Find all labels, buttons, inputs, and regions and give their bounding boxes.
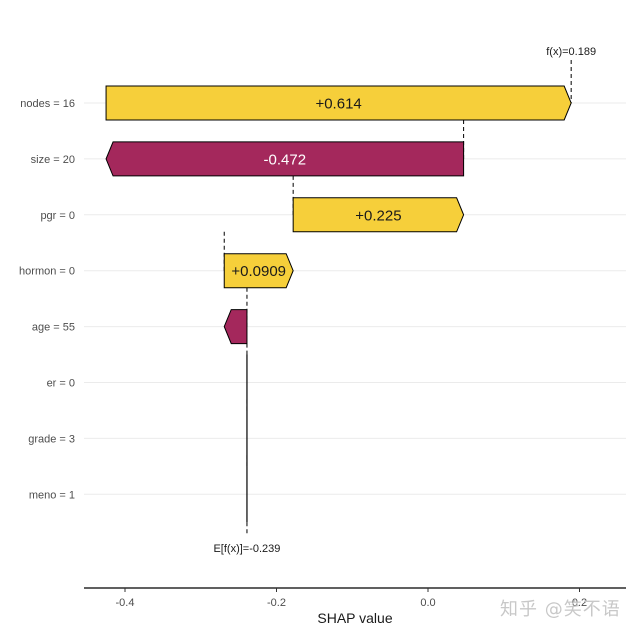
feature-label: pgr = 0: [40, 210, 75, 222]
feature-labels: nodes = 16 size = 20 pgr = 0 hormon = 0 age …: [19, 98, 75, 501]
feature-label: nodes = 16: [20, 98, 75, 110]
positive-bar: [292, 197, 465, 233]
x-tick-label: -0.4: [116, 597, 135, 609]
bar-value-label: +0.614: [315, 96, 361, 113]
x-tick-label: 0.2: [572, 597, 587, 609]
bars: +0.614 -0.472 +0.225 +0.0909: [105, 85, 572, 523]
x-axis-title: SHAP value: [317, 610, 392, 626]
feature-label: size = 20: [31, 154, 75, 166]
feature-label: er = 0: [47, 378, 75, 390]
x-tick-label: -0.2: [267, 597, 286, 609]
bar-value-label: +0.225: [355, 207, 401, 224]
bar-value-label: +0.0909: [231, 263, 286, 280]
feature-label: age = 55: [32, 322, 75, 334]
annotations: E[f(x)]=-0.239 f(x)=0.189: [213, 46, 596, 555]
feature-label: hormon = 0: [19, 266, 75, 278]
bar-value-label: -0.472: [264, 151, 307, 168]
x-axis: -0.4 -0.2 0.0 0.2 SHAP value: [84, 587, 626, 626]
watermark: 知乎 @笑不语: [500, 599, 621, 620]
feature-label: meno = 1: [29, 489, 75, 501]
positive-bar: [105, 85, 572, 121]
feature-label: grade = 3: [28, 433, 75, 445]
output-value-label: f(x)=0.189: [546, 46, 596, 58]
positive-bar: [223, 253, 294, 289]
x-tick-label: 0.0: [420, 597, 435, 609]
base-value-label: E[f(x)]=-0.239: [213, 543, 280, 555]
negative-bar: [105, 141, 465, 177]
negative-bar: [223, 309, 248, 345]
